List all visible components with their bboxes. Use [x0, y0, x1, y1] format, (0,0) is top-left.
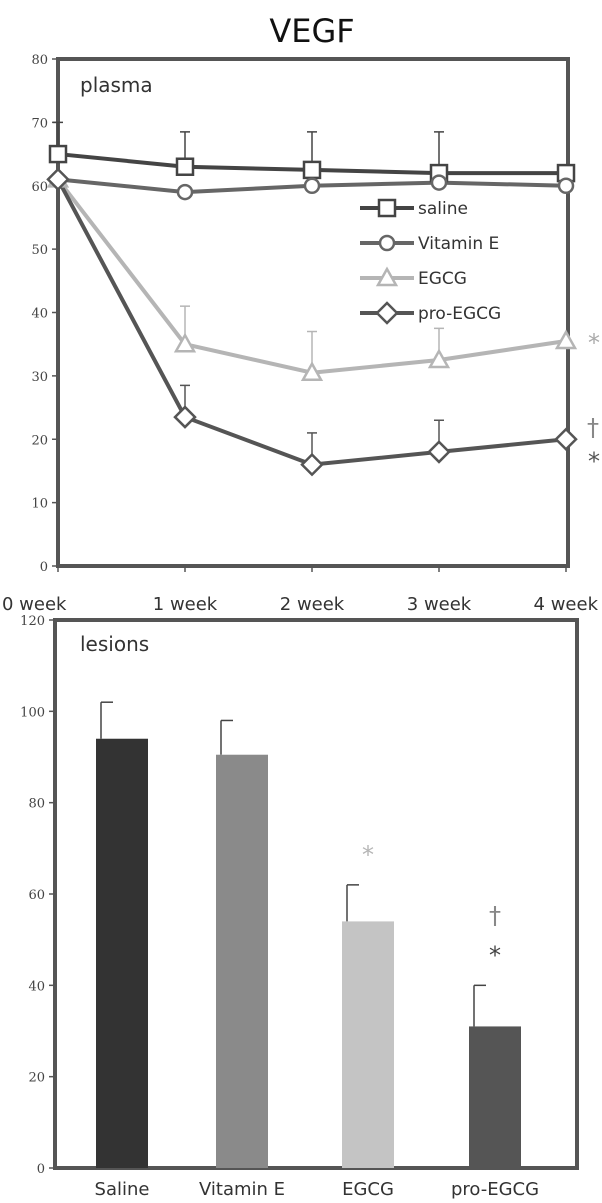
lesions-x-label-pro-egcg: pro-EGCG	[451, 1179, 539, 1200]
plasma-vitamin-e-point	[432, 176, 446, 190]
plasma-vitamin-e-point	[559, 179, 573, 193]
plasma-x-tick-label: 0 week	[2, 594, 67, 615]
legend-vitamin-e-label: Vitamin E	[418, 234, 499, 254]
plasma-pro-egcg-point	[302, 455, 322, 475]
plasma-saline-point	[304, 162, 320, 178]
legend-saline-marker	[379, 200, 395, 216]
lesions-x-label-egcg: EGCG	[342, 1179, 394, 1200]
plasma-y-tick-label: 20	[31, 433, 48, 448]
legend-pro-egcg-label: pro-EGCG	[418, 304, 501, 324]
plasma-x-tick-label: 4 week	[534, 594, 599, 615]
plasma-panel-label: plasma	[80, 73, 153, 97]
lesions-y-tick-label: 40	[28, 979, 45, 994]
plasma-significance-mark-pro-egcg: †	[587, 413, 599, 441]
plasma-y-tick-label: 70	[31, 116, 48, 131]
plasma-significance-mark-egcg: *	[588, 329, 600, 357]
lesions-saline-bar	[96, 739, 148, 1168]
plasma-y-tick-label: 50	[31, 243, 48, 258]
plasma-significance-mark-pro-egcg: *	[588, 447, 600, 475]
lesions-y-tick-label: 0	[37, 1162, 45, 1177]
lesions-x-label-vitamin-e: Vitamin E	[199, 1179, 285, 1200]
plasma-y-tick-label: 0	[40, 560, 48, 575]
plasma-pro-egcg-point	[556, 429, 576, 449]
plasma-legend: saline Vitamin E EGCG pro-EGCG	[360, 199, 501, 324]
lesions-significance-mark-egcg: *	[362, 841, 374, 869]
plasma-pro-egcg-point	[175, 407, 195, 427]
figure-title: VEGF	[269, 12, 354, 50]
lesions-significance-mark-pro-egcg: *	[489, 941, 501, 969]
plasma-y-tick-label: 30	[31, 370, 48, 385]
lesions-y-tick-label: 100	[20, 705, 45, 720]
plasma-pro-egcg-point	[429, 442, 449, 462]
plasma-saline-point	[177, 159, 193, 175]
lesions-egcg-bar	[342, 921, 394, 1168]
lesions-chart: lesions 0 20 40 60 80 100 120 Saline Vitamin E E…	[20, 614, 577, 1200]
plasma-saline-point	[50, 146, 66, 162]
legend-vitamin-e-marker	[380, 236, 394, 250]
lesions-x-label-saline: Saline	[95, 1179, 150, 1200]
lesions-y-tick-label: 80	[28, 797, 45, 812]
lesions-pro-egcg-bar	[469, 1026, 521, 1168]
legend-saline-label: saline	[418, 199, 468, 219]
plasma-x-tick-label: 1 week	[153, 594, 218, 615]
legend-egcg-label: EGCG	[418, 269, 467, 289]
lesions-y-tick-label: 20	[28, 1071, 45, 1086]
plasma-chart: plasma 0 10 20 30 40 50 60 70 80 0 week 1 week 2 w…	[2, 53, 600, 615]
plasma-vitamin-e-point	[305, 179, 319, 193]
plasma-y-tick-label: 60	[31, 180, 48, 195]
lesions-panel-label: lesions	[80, 632, 149, 656]
plasma-x-tick-label: 2 week	[280, 594, 345, 615]
plasma-x-tick-label: 3 week	[407, 594, 472, 615]
plasma-y-tick-label: 10	[31, 497, 48, 512]
lesions-vitamin-e-bar	[216, 755, 268, 1168]
plasma-y-tick-label: 80	[31, 53, 48, 68]
plasma-y-tick-label: 40	[31, 307, 48, 322]
plasma-vitamin-e-point	[178, 185, 192, 199]
lesions-y-tick-label: 120	[20, 614, 45, 629]
legend-pro-egcg-marker	[377, 303, 397, 323]
lesions-y-tick-label: 60	[28, 888, 45, 903]
lesions-significance-mark-pro-egcg: †	[489, 901, 501, 929]
